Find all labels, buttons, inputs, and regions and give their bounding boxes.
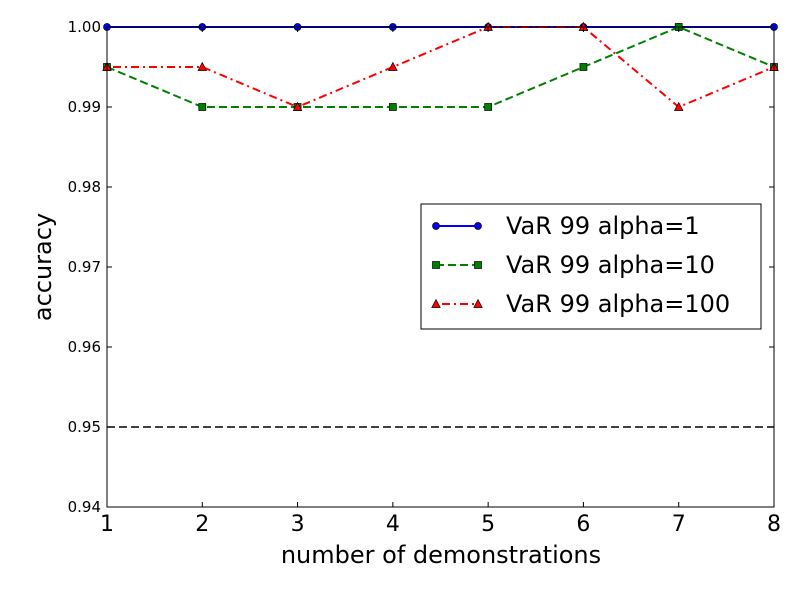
- tick-labels: 1 2 3 4 5 6 7 8 0.94 0.95 0.96 0.97 0.98 0.99 1.00: [68, 18, 781, 537]
- series-2-point-4: [389, 103, 397, 111]
- legend-marker-start-1: [432, 222, 440, 230]
- y-tick-label-2: 0.95: [68, 418, 101, 436]
- y-tick-label-4: 0.97: [68, 258, 101, 276]
- series-2-point-6: [579, 63, 588, 71]
- y-tick-label-1: 0.94: [68, 498, 101, 516]
- x-axis-title: number of demonstrations: [281, 541, 601, 569]
- legend-entry-1: VaR 99 alpha=1: [432, 212, 700, 240]
- legend-label-3: VaR 99 alpha=100: [506, 290, 730, 318]
- legend-entry-2: VaR 99 alpha=10: [432, 251, 715, 279]
- legend-marker-start-3: [431, 298, 441, 308]
- series-lines: [102, 21, 779, 111]
- series-3-point-4: [388, 61, 398, 71]
- x-tick-label-8: 8: [767, 512, 781, 537]
- x-tick-label-2: 2: [195, 512, 209, 537]
- series-3-point-3: [292, 101, 303, 111]
- series-3-point-7: [673, 101, 684, 111]
- legend-label-1: VaR 99 alpha=1: [506, 212, 700, 240]
- series-2-point-2: [198, 103, 207, 111]
- x-tick-label-5: 5: [481, 512, 495, 537]
- x-tick-label-4: 4: [386, 512, 400, 537]
- series-3-line: [107, 26, 775, 109]
- y-tick-label-3: 0.96: [68, 338, 101, 356]
- legend-marker-end-1: [474, 222, 482, 230]
- legend-marker-end-2: [474, 261, 482, 269]
- legend: VaR 99 alpha=1 VaR 99 alpha=10 VaR 99 alph…: [420, 203, 762, 330]
- y-tick-label-6: 0.99: [68, 98, 101, 116]
- series-2-point-5: [484, 103, 492, 111]
- series-3: [102, 21, 779, 111]
- legend-label-2: VaR 99 alpha=10: [506, 251, 715, 279]
- series-3-point-2: [197, 61, 208, 71]
- legend-entry-3: VaR 99 alpha=100: [431, 290, 730, 318]
- legend-marker-end-3: [473, 298, 483, 308]
- y-tick-label-7: 1.00: [68, 18, 101, 36]
- ticks: [106, 26, 775, 508]
- x-tick-label-1: 1: [100, 512, 114, 537]
- x-tick-label-7: 7: [672, 512, 686, 537]
- y-axis-title: accuracy: [29, 213, 57, 321]
- x-tick-label-3: 3: [291, 512, 305, 537]
- series-2-line: [106, 25, 775, 108]
- legend-marker-start-2: [432, 261, 440, 269]
- x-tick-label-6: 6: [576, 512, 590, 537]
- y-tick-label-5: 0.98: [68, 178, 101, 196]
